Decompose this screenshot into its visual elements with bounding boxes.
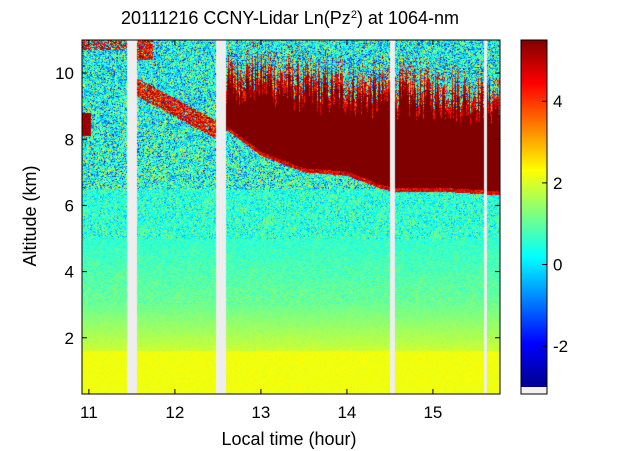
colorbar-gradient (521, 40, 547, 387)
colorbar-under-swatch (521, 387, 547, 394)
y-tick-label: 8 (65, 130, 74, 149)
plot-frame (81, 39, 501, 395)
y-tick-label: 4 (65, 263, 74, 282)
x-axis: 11 12 13 14 15 (80, 40, 442, 422)
y-axis: 2 4 6 8 10 (55, 64, 500, 348)
colorbar-frame (520, 39, 548, 395)
heatmap-image (82, 40, 500, 394)
chart-title: 20111216 CCNY-Lidar Ln(Pz2) at 1064-nm (121, 8, 459, 28)
x-tick-label: 14 (337, 403, 356, 422)
x-tick-label: 15 (423, 403, 442, 422)
y-tick-label: 6 (65, 196, 74, 215)
y-axis-label: Altitude (km) (20, 165, 40, 266)
x-tick-label: 11 (80, 403, 98, 422)
x-tick-label: 12 (165, 403, 184, 422)
x-tick-label: 13 (251, 403, 270, 422)
colorbar-tick-label: 4 (553, 92, 562, 111)
plot-area (82, 40, 500, 394)
x-axis-label: Local time (hour) (221, 429, 356, 449)
colorbar-tick-label: 0 (553, 256, 562, 275)
colorbar-tick-label: 2 (553, 174, 562, 193)
colorbar-tick-label: -2 (553, 337, 568, 356)
y-tick-label: 10 (55, 64, 74, 83)
y-tick-label: 2 (65, 329, 74, 348)
colorbar: -2 0 2 4 (520, 39, 568, 395)
